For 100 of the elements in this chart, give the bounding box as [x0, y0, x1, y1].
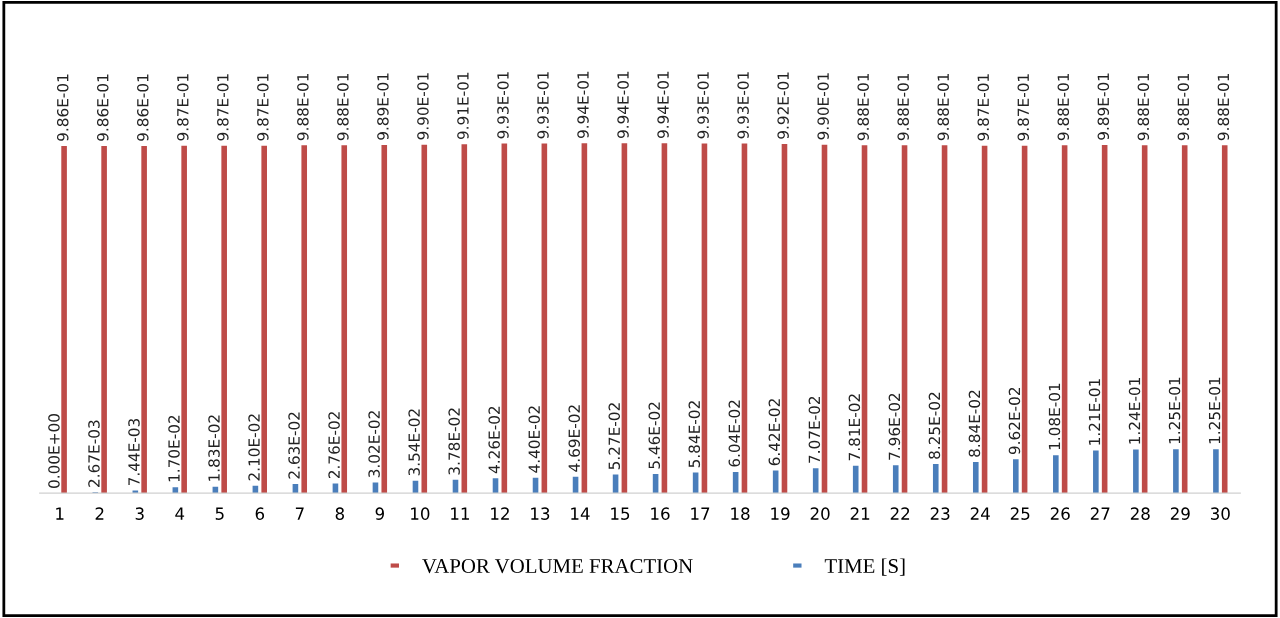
data-label: 9.94E-01 — [617, 71, 629, 139]
bar — [1213, 449, 1219, 494]
data-label: 9.92E-01 — [777, 72, 789, 139]
data-label: 9.88E-01 — [297, 73, 309, 141]
x-tick-label: 25 — [1010, 507, 1030, 520]
data-label: 9.93E-01 — [697, 72, 709, 139]
data-label: 9.88E-01 — [897, 73, 909, 141]
bar — [1221, 145, 1228, 494]
data-label: 9.86E-01 — [56, 74, 69, 141]
x-tick-label: 12 — [491, 507, 509, 520]
bar — [1173, 449, 1179, 494]
data-label: 1.24E-01 — [1128, 378, 1141, 444]
data-label: 7.81E-02 — [848, 394, 861, 461]
bar — [301, 145, 308, 494]
data-label: 1.25E-01 — [1208, 377, 1221, 444]
data-label: 1.25E-01 — [1168, 377, 1181, 444]
x-tick-label: 30 — [1210, 507, 1230, 520]
x-tick-label: 26 — [1050, 507, 1070, 520]
bar — [261, 145, 267, 494]
bar — [852, 465, 859, 494]
x-tick-label: 11 — [451, 507, 469, 520]
data-label: 9.88E-01 — [1177, 73, 1190, 141]
data-label: 9.93E-01 — [737, 72, 749, 139]
data-label: 9.90E-01 — [417, 73, 429, 140]
data-label: 9.62E-02 — [1008, 387, 1021, 455]
data-label: 5.27E-02 — [608, 403, 621, 470]
data-label: 3.78E-02 — [448, 408, 460, 475]
x-tick-label: 16 — [651, 507, 670, 520]
x-tick-label: 13 — [531, 507, 550, 520]
bar — [972, 462, 979, 494]
data-label: 9.87E-01 — [177, 74, 189, 141]
data-label: 9.89E-01 — [1097, 73, 1110, 140]
bar — [181, 145, 187, 494]
data-label: 4.40E-02 — [528, 406, 540, 473]
x-tick-label: 21 — [850, 507, 870, 520]
x-tick-label: 8 — [335, 507, 344, 520]
x-tick-label: 27 — [1090, 507, 1110, 520]
data-label: 2.76E-02 — [328, 412, 340, 479]
bar — [812, 468, 819, 494]
data-label: 9.91E-01 — [457, 72, 469, 140]
x-tick-label: 10 — [411, 507, 430, 520]
data-label: 9.86E-01 — [96, 74, 109, 141]
data-label: 9.94E-01 — [657, 71, 669, 139]
x-tick-label: 29 — [1170, 507, 1190, 520]
legend-label: VAPOR VOLUME FRACTION — [422, 559, 693, 574]
bar — [1093, 450, 1099, 494]
data-label: 5.84E-02 — [688, 401, 701, 468]
bar — [421, 144, 428, 494]
x-tick-label: 28 — [1130, 507, 1150, 520]
data-label: 1.83E-02 — [208, 415, 220, 481]
x-tick-label: 18 — [731, 507, 750, 520]
bar — [341, 145, 348, 494]
data-label: 9.93E-01 — [497, 72, 509, 139]
bar — [332, 483, 339, 494]
data-label: 7.07E-02 — [808, 396, 821, 463]
data-label: 2.67E-03 — [88, 420, 100, 487]
data-label: 2.63E-02 — [288, 412, 300, 479]
x-tick-label: 2 — [95, 507, 104, 520]
data-label: 3.54E-02 — [408, 409, 420, 476]
x-tick-label: 1 — [56, 507, 64, 520]
data-label: 9.87E-01 — [1017, 74, 1030, 141]
data-label: 9.87E-01 — [977, 74, 990, 141]
data-label: 9.87E-01 — [217, 74, 229, 141]
bar — [101, 146, 107, 494]
data-label: 7.96E-02 — [888, 393, 901, 460]
data-label: 3.02E-02 — [368, 411, 380, 478]
data-label: 1.70E-02 — [168, 415, 180, 482]
x-tick-label: 22 — [890, 507, 910, 520]
x-tick-label: 23 — [930, 507, 950, 520]
data-label: 4.69E-02 — [568, 405, 580, 472]
data-label: 8.84E-02 — [968, 390, 981, 457]
data-label: 4.26E-02 — [488, 406, 500, 474]
data-label: 9.94E-01 — [577, 71, 589, 139]
data-label: 9.88E-01 — [1057, 73, 1070, 141]
x-tick-label: 20 — [810, 507, 830, 520]
bar — [892, 465, 899, 494]
bar — [932, 464, 939, 494]
data-label: 9.87E-01 — [257, 74, 269, 141]
data-label: 0.00E+00 — [48, 414, 60, 488]
data-label: 9.88E-01 — [337, 73, 349, 141]
bar — [1133, 449, 1139, 494]
data-label: 6.42E-02 — [768, 399, 781, 466]
bar — [381, 144, 388, 494]
data-label: 9.93E-01 — [537, 72, 549, 139]
x-tick-label: 9 — [375, 507, 384, 520]
data-label: 8.25E-02 — [928, 392, 941, 459]
data-label: 1.21E-01 — [1088, 379, 1101, 445]
x-tick-label: 3 — [135, 507, 144, 520]
data-label: 6.04E-02 — [728, 400, 741, 467]
x-tick-label: 6 — [255, 507, 265, 520]
bar — [61, 146, 67, 494]
x-tick-label: 15 — [611, 507, 630, 520]
data-label: 5.46E-02 — [648, 402, 661, 469]
bar — [141, 146, 147, 494]
x-tick-label: 24 — [970, 507, 990, 520]
x-tick-label: 19 — [771, 507, 790, 520]
data-label: 1.08E-01 — [1048, 383, 1061, 450]
data-label: 9.89E-01 — [377, 73, 389, 140]
x-tick-label: 5 — [215, 507, 224, 520]
data-label: 7.44E-03 — [128, 418, 140, 486]
